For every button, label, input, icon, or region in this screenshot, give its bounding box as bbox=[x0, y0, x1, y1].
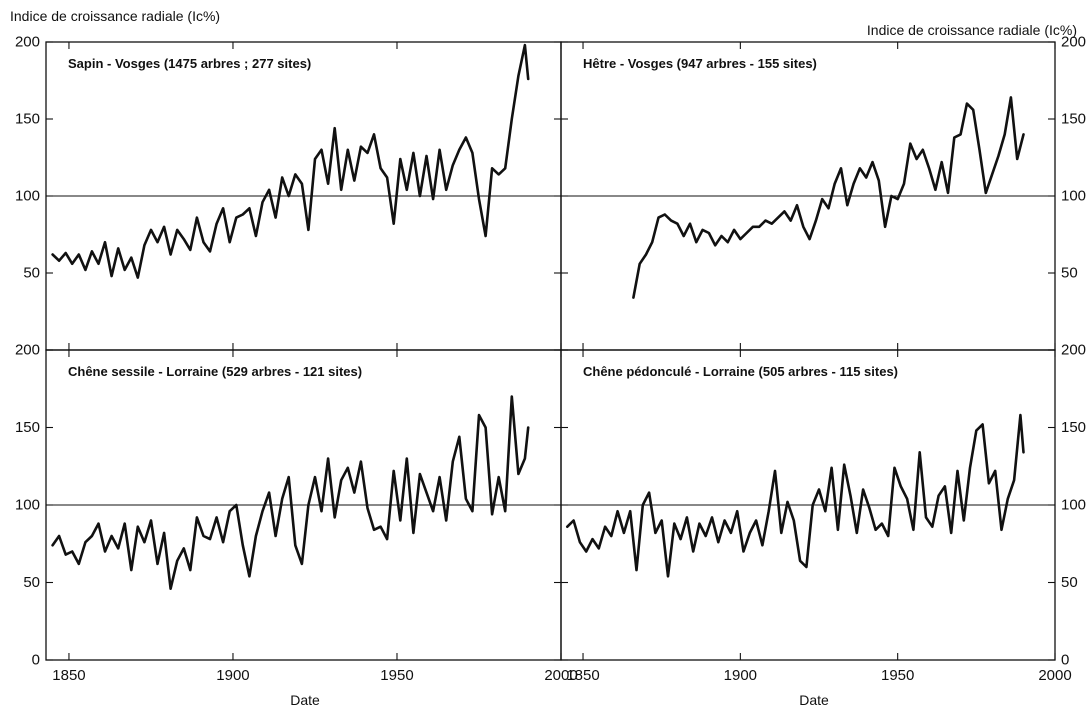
series-line bbox=[632, 96, 1025, 299]
y-tick-label: 150 bbox=[1061, 419, 1086, 436]
y-tick-label: 100 bbox=[1061, 497, 1086, 514]
y-tick-label: 150 bbox=[15, 111, 40, 128]
x-tick-label: 2000 bbox=[1038, 667, 1071, 684]
y-tick-label: 200 bbox=[1061, 34, 1086, 51]
panel-chene-pedoncule: 0 50 100 150 200 1850 1900 1950 2000 Chêne pédonc… bbox=[560, 342, 1086, 684]
x-tick-label: 1850 bbox=[566, 667, 599, 684]
y-tick-label: 150 bbox=[1061, 111, 1086, 128]
y-tick-label: 200 bbox=[15, 34, 40, 51]
y-tick-label: 0 bbox=[1061, 652, 1069, 669]
y-tick-label: 0 bbox=[32, 652, 40, 669]
y-tick-label: 150 bbox=[15, 419, 40, 436]
y-tick-label: 200 bbox=[1061, 342, 1086, 359]
y-tick-label: 50 bbox=[1061, 574, 1078, 591]
x-tick-label: 1950 bbox=[380, 667, 413, 684]
x-tick-label: 1850 bbox=[52, 667, 85, 684]
y-tick-label: 50 bbox=[23, 265, 40, 282]
x-axis-title-left: Date bbox=[290, 692, 320, 708]
y-axis-title-right: Indice de croissance radiale (Ic%) bbox=[867, 22, 1077, 38]
y-tick-label: 100 bbox=[15, 497, 40, 514]
x-tick-label: 1950 bbox=[881, 667, 914, 684]
x-tick-label: 1900 bbox=[216, 667, 249, 684]
panel-title: Sapin - Vosges (1475 arbres ; 277 sites) bbox=[68, 56, 311, 71]
panel-sapin: 50 100 150 200 Sapin - Vosges (1475 arbres ;… bbox=[15, 34, 562, 351]
y-tick-label: 50 bbox=[1061, 265, 1078, 282]
panel-chene-sessile: 0 50 100 150 200 1850 1900 1950 2000 Chêne sessil… bbox=[15, 342, 578, 685]
y-tick-label: 100 bbox=[15, 188, 40, 205]
x-tick-label: 2000 bbox=[544, 667, 577, 684]
series-line bbox=[51, 395, 530, 591]
y-tick-label: 200 bbox=[15, 342, 40, 359]
panel-title: Chêne pédonculé - Lorraine (505 arbres -… bbox=[583, 364, 898, 379]
series-line bbox=[51, 43, 530, 279]
panel-hetre: 50 100 150 200 Hêtre - Vosges (947 arbres - … bbox=[560, 34, 1086, 351]
y-axis-title-left: Indice de croissance radiale (Ic%) bbox=[10, 8, 220, 24]
series-line bbox=[565, 413, 1025, 578]
panel-title: Chêne sessile - Lorraine (529 arbres - 1… bbox=[68, 364, 362, 379]
y-tick-label: 50 bbox=[23, 574, 40, 591]
panels: 50 100 150 200 Sapin - Vosges (1475 arbres ;… bbox=[15, 34, 1086, 685]
y-tick-label: 100 bbox=[1061, 188, 1086, 205]
x-tick-label: 1900 bbox=[724, 667, 757, 684]
x-axis-title-right: Date bbox=[799, 692, 829, 708]
panel-title: Hêtre - Vosges (947 arbres - 155 sites) bbox=[583, 56, 817, 71]
